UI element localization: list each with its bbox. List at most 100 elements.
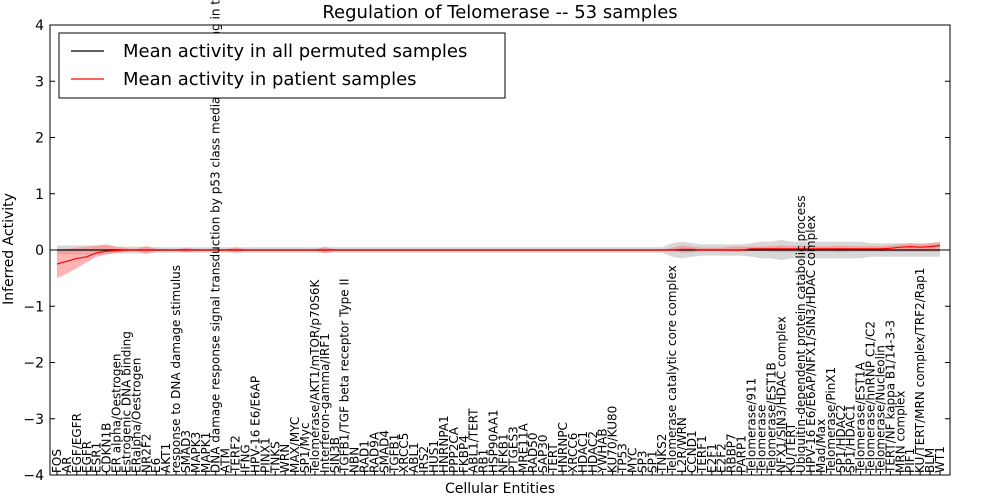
x-tick-label: DNA damage response signal transduction … [209, 0, 223, 473]
x-tick-label: EGF/EGFR [70, 413, 84, 473]
x-tick-label: IFNG [239, 444, 253, 473]
x-tick-label: L2R/WRN [675, 417, 689, 473]
x-tick-label: HUS1 [427, 440, 441, 473]
y-tick-label: −3 [23, 412, 44, 428]
x-tick-label: SAP30 [536, 434, 550, 473]
x-tick-label: Ubiquitin-dependent protein catabolic pr… [794, 195, 808, 473]
x-tick-label: MAPK3 [189, 432, 203, 473]
x-tick-label: Telomerase [754, 405, 768, 474]
y-tick-label: 3 [35, 74, 44, 90]
x-tick-label: Telomerase/EST1B [764, 362, 778, 474]
x-tick-label: Mad/Max [814, 419, 828, 473]
x-tick-label: KU70/KU80 [606, 406, 620, 473]
x-tick-label: Telomerase/EST1A [854, 361, 868, 474]
x-tick-label: PPP2CA [447, 426, 461, 473]
x-tick-label: Telomerase/AKT1/mTOR/p70S6K [308, 278, 322, 474]
x-tick-label: HNRNPC [556, 422, 570, 473]
x-tick-label: NBN [348, 447, 362, 473]
x-tick-label: MAX/MYC [288, 417, 302, 473]
x-tick-label: WT1 [933, 446, 947, 473]
y-tick-label: −4 [23, 468, 44, 484]
x-tick-label: TNKS [268, 441, 282, 474]
x-tick-label: TERF2 [229, 435, 243, 474]
x-tick-label: HSP90AA1 [487, 409, 501, 473]
x-tick-label: TERT [546, 443, 560, 474]
x-tick-label: HDAC2 [586, 431, 600, 473]
x-tick-label: PINX1 [258, 437, 272, 473]
x-tick-label: MYC [625, 448, 639, 473]
x-tick-label: RAD9A [368, 431, 382, 473]
x-tick-label: Telomerase/hnRNP C1/C2 [864, 321, 878, 474]
x-tick-label: XRCC6 [566, 433, 580, 473]
x-tick-label: SIN3B [328, 437, 342, 473]
x-tick-label: SP3 [635, 451, 649, 474]
y-axis: −4 −3 −2 −1 0 1 2 3 4 [23, 18, 950, 484]
series-lines [56, 244, 941, 265]
x-tick-label: Telomerase catalytic core complex [665, 265, 679, 474]
x-tick-label: ESR1 [90, 442, 104, 473]
legend-box [58, 32, 506, 99]
x-tick-label: NFKB1 [497, 433, 511, 473]
x-tick-label: TGFB1 [387, 434, 401, 474]
x-tick-label: Estrogenic DNA binding [119, 331, 133, 473]
x-tick-label: TP53 [616, 443, 630, 474]
x-tick-label: ABL1 [407, 442, 421, 473]
y-tick-label: −1 [23, 299, 44, 315]
x-tick-label: E6 [149, 458, 163, 473]
x-tick-label: TERF1 [695, 435, 709, 474]
x-tick-label: SMAD3 [179, 430, 193, 473]
x-tick-label: ERalpha/Oestrogen [129, 358, 143, 473]
x-tick-label: E2F2 [715, 443, 729, 473]
x-tick-label: E2F1 [705, 443, 719, 473]
x-tick-label: KU/TERT [784, 422, 798, 473]
x-tick-label: PARP1 [735, 435, 749, 473]
x-tick-label: CCND1 [685, 430, 699, 473]
x-tick-label: ER alpha/Oestrogen [110, 354, 124, 473]
x-tick-label: SP1/HDAC1 [844, 404, 858, 473]
x-tick-label: TERT/NF kappa B1/14-3-3 [883, 320, 897, 474]
x-tick-label: SP1/HDAC2 [834, 404, 848, 473]
x-axis-label: Cellular Entities [445, 481, 555, 497]
x-tick-label: response to DNA damage stimulus [169, 265, 183, 473]
x-tick-label: Interferon-gamma/IRF1 [318, 333, 332, 473]
x-tick-label: HDAC1 [576, 431, 590, 473]
y-tick-label: −2 [23, 356, 44, 372]
legend: Mean activity in all permuted samples Me… [58, 32, 506, 99]
x-tick-label: Telomerase/Nucleolin [874, 345, 888, 474]
x-tick-label: BLM [923, 448, 937, 473]
x-tick-label: AKT1 [159, 443, 173, 473]
x-tick-label: PIF1 [903, 448, 917, 473]
x-tick-label: FOS [50, 449, 64, 473]
x-tick-label: EGFR [80, 441, 94, 473]
x-tick-label: FKBP4 [457, 435, 471, 473]
x-tick-label: SMAD4 [377, 430, 391, 473]
x-tick-label: RBBP7 [725, 433, 739, 473]
chart-title: Regulation of Telomerase -- 53 samples [322, 2, 677, 23]
x-tick-label: MRE11A [516, 422, 530, 473]
legend-label-permuted: Mean activity in all permuted samples [123, 41, 467, 62]
x-tick-label: MRN complex [893, 391, 907, 473]
x-tick-label: ATM [219, 448, 233, 473]
y-tick-label: 2 [35, 131, 44, 147]
x-tick-label: MAPK1 [199, 432, 213, 473]
x-tick-label: SP1/Myc [298, 422, 312, 473]
y-tick-label: 4 [35, 18, 44, 34]
x-tick-label: HPV-16 E6/E6AP [248, 376, 262, 473]
y-tick-label: 1 [35, 187, 44, 203]
band-patient [57, 241, 940, 279]
x-tick-label: RAD1 [358, 440, 372, 473]
x-tick-label: KU/TERT/MRN complex/TRF2/Rap1 [913, 268, 927, 473]
y-tick-label: 0 [35, 243, 44, 259]
y-axis-label: Inferred Activity [1, 193, 17, 305]
x-tick-label: Telomerase/PinX1 [824, 367, 838, 474]
x-tick-label: Telomerase/911 [745, 378, 759, 474]
x-tick-label: HNRNPA1 [437, 415, 451, 473]
x-tick-label: HPV-16 E6/E6AP/NFX1/SIN3/HDAC complex [804, 215, 818, 473]
x-tick-label: NFX1/SIN3/HDAC complex [774, 316, 788, 473]
x-tick-label: IRS2 [417, 446, 431, 473]
x-tick-label: PTGES3 [506, 426, 520, 473]
x-tick-label: YWHAB [596, 428, 610, 474]
x-tick-label: RAD50 [526, 432, 540, 473]
